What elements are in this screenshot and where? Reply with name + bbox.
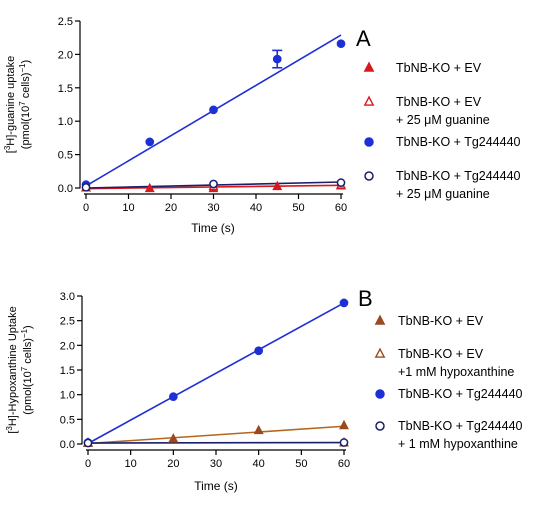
panel-b-legend-label-1: TbNB-KO + EV	[398, 314, 484, 328]
panel-b-series-3-point	[255, 347, 262, 354]
panel-b-x-tick-label: 50	[295, 458, 307, 470]
panel-b-y-tick-label: 3.0	[60, 291, 75, 303]
panel-a-x-tick-label: 10	[122, 202, 134, 214]
panel-a-series-4-point	[82, 184, 89, 191]
panel-b-letter: B	[358, 286, 373, 311]
panel-a-legend-label-1: TbNB-KO + EV	[396, 61, 482, 75]
panel-b-x-axis-title: Time (s)	[194, 479, 238, 493]
panel-b-series-3-fit-line	[88, 303, 344, 444]
panel-b-y-tick-label: 0.5	[60, 414, 75, 426]
panel-b-legend-marker-3	[376, 390, 384, 398]
panel-b-y-tick-label: 0.0	[60, 439, 75, 451]
panel-b-x-tick-label: 60	[338, 458, 350, 470]
panel-a-series-1-point	[146, 184, 154, 191]
panel-a-y-axis-title-line: [3H]-guanine uptake	[3, 56, 18, 153]
panel-a-y-tick-label: 2.0	[58, 49, 73, 61]
panel-b-legend-label-3: TbNB-KO + Tg244440	[398, 387, 523, 401]
panel-a-legend-marker-2	[365, 97, 373, 105]
panel-a-legend-marker-3	[365, 138, 373, 146]
panel-a-x-tick-label: 50	[292, 202, 304, 214]
panel-b-y-tick-label: 1.0	[60, 390, 75, 402]
panel-a-x-axis-title: Time (s)	[191, 221, 235, 235]
panel-a-y-tick-label: 1.5	[58, 83, 73, 95]
panel-b-legend-marker-4	[376, 422, 384, 430]
panel-b-series-4-point	[340, 439, 347, 446]
panel-a-x-tick-label: 20	[165, 202, 177, 214]
panel-a-series-3-point	[337, 40, 344, 47]
panel-a-legend-label-4: TbNB-KO + Tg244440	[396, 169, 521, 183]
panel-a-legend-label-2: TbNB-KO + EV	[396, 95, 482, 109]
panel-a-x-tick-label: 60	[335, 202, 347, 214]
panel-b-series-1-fit-line	[88, 426, 344, 443]
panel-b-series-3-point	[340, 299, 347, 306]
panel-b-x-tick-label: 40	[253, 458, 265, 470]
panel-b-legend-label-4: TbNB-KO + Tg244440	[398, 419, 523, 433]
panel-a-legend-marker-1	[365, 63, 373, 71]
panel-b-series-3-point	[170, 393, 177, 400]
panel-a-series-3-point	[274, 55, 281, 62]
panel-a-series-4-point	[210, 180, 217, 187]
panel-a-legend-label-3: TbNB-KO + Tg244440	[396, 135, 521, 149]
panel-a-series-3-point	[210, 106, 217, 113]
panel-b-series-4-point	[84, 439, 91, 446]
panel-a-legend-label-4: + 25 μM guanine	[396, 187, 490, 201]
panel-b-y-tick-label: 2.5	[60, 316, 75, 328]
panel-b-series-1-point	[255, 426, 263, 433]
panel-a-x-tick-label: 30	[207, 202, 219, 214]
panel-a-x-tick-label: 40	[250, 202, 262, 214]
panel-a-letter: A	[356, 26, 371, 51]
panel-b-x-tick-label: 0	[85, 458, 91, 470]
panel-b-legend-marker-2	[376, 349, 384, 357]
panel-b-series-1-point	[340, 421, 348, 428]
panel-b-x-tick-label: 30	[210, 458, 222, 470]
panel-b-chart: B Time (s) 0.0 0.5 1.0 1.5 2.0 2.5 3.0 0 10 20 30 4…	[5, 286, 523, 493]
panel-a-legend-marker-4	[365, 172, 373, 180]
panel-a-series-4-point	[337, 179, 344, 186]
panel-a-y-axis-title-line: (pmol(107 cells)−1)	[18, 60, 33, 149]
panel-a-legend-label-2: + 25 μM guanine	[396, 113, 490, 127]
panel-a-y-tick-label: 2.5	[58, 16, 73, 28]
panel-b-x-tick-label: 20	[167, 458, 179, 470]
panel-a-y-tick-label: 1.0	[58, 116, 73, 128]
panel-b-legend-label-2: +1 mM hypoxanthine	[398, 365, 514, 379]
panel-b-series-1-point	[170, 435, 178, 442]
panel-a-y-tick-label: 0.5	[58, 150, 73, 162]
panel-a-series-3-point	[146, 138, 153, 145]
panel-b-x-tick-label: 10	[125, 458, 137, 470]
panel-b-y-tick-label: 2.0	[60, 340, 75, 352]
panel-b-legend-marker-1	[376, 316, 384, 324]
panel-b-y-axis-title-line: (pmol(107 cells)−1)	[20, 325, 35, 414]
panel-a-y-tick-label: 0.0	[58, 183, 73, 195]
panel-b-y-tick-label: 1.5	[60, 365, 75, 377]
panel-b-legend-label-4: + 1 mM hypoxanthine	[398, 437, 518, 451]
panel-a-x-tick-label: 0	[83, 202, 89, 214]
panel-a-chart: A Time (s) 0.0 0.5 1.0 1.5 2.0 2.5 0 10 20 30 40 50…	[3, 16, 521, 235]
panel-b-legend-label-2: TbNB-KO + EV	[398, 347, 484, 361]
panel-b-y-axis-title-line: [3H]-Hypoxanthine Uptake	[5, 306, 20, 433]
